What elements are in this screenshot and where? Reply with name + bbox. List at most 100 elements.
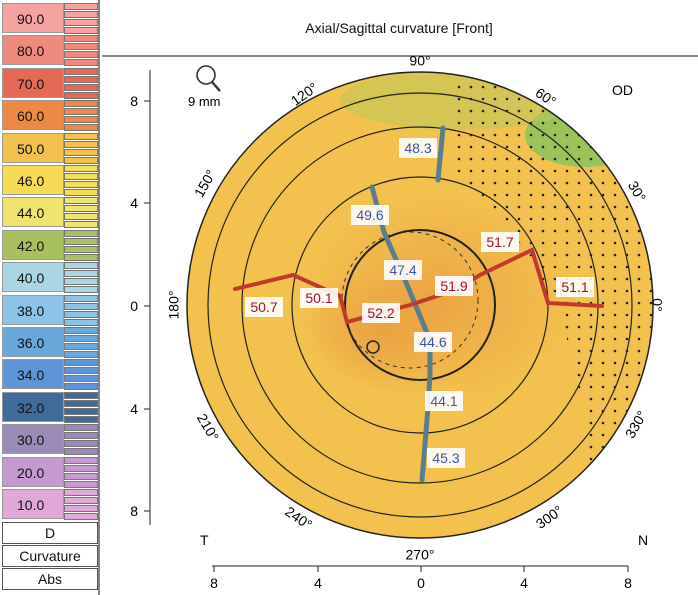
vertex-marker xyxy=(366,340,380,354)
scale-step: 30.0 xyxy=(2,424,64,455)
angle-label: 60° xyxy=(532,84,559,109)
x-tick-label: 0 xyxy=(417,575,425,591)
scale-tick xyxy=(64,513,98,520)
flat-meridian xyxy=(369,125,446,483)
scale-tick xyxy=(64,440,98,448)
scale-tick xyxy=(64,156,98,164)
scale-tick xyxy=(64,407,98,415)
scale-step: 60.0 xyxy=(2,100,64,131)
nasal-label: N xyxy=(638,532,648,548)
scale-tick xyxy=(64,245,98,253)
flat-reading: 47.4 xyxy=(389,262,416,278)
scale-tick xyxy=(64,43,98,51)
flat-reading: 45.3 xyxy=(432,450,459,466)
scale-step: 38.0 xyxy=(2,294,64,325)
flat-reading-box xyxy=(425,391,463,411)
flat-reading-box xyxy=(414,332,452,352)
x-tick-label: 8 xyxy=(210,575,218,591)
scale-tick xyxy=(64,367,98,375)
angle-label: 90° xyxy=(409,53,430,69)
flat-reading-box xyxy=(427,448,465,468)
steep-reading: 51.7 xyxy=(486,234,513,250)
scale-tick xyxy=(64,489,98,496)
y-axis-ticks: 8 4 0 4 8 xyxy=(130,93,150,519)
scale-abs-label: Abs xyxy=(2,568,98,590)
scale-step: 80.0 xyxy=(2,35,64,66)
scale-tick xyxy=(64,173,98,180)
x-axis-ticks: 8 4 0 4 8 xyxy=(210,566,632,591)
scale-tick xyxy=(64,140,98,148)
scale-tick xyxy=(64,116,98,124)
scale-step: 42.0 xyxy=(2,229,64,260)
scale-tick xyxy=(64,335,98,342)
scale-tick xyxy=(64,83,98,91)
scale-tick xyxy=(64,270,98,278)
scale-tick xyxy=(64,100,98,108)
scale-step: 10.0 xyxy=(2,489,64,519)
scale-tick xyxy=(64,375,98,383)
angle-label: 120° xyxy=(288,79,321,109)
scale-tick xyxy=(64,132,98,140)
scale-tick xyxy=(64,456,98,464)
scale-step: 36.0 xyxy=(2,327,64,357)
scale-tick xyxy=(64,286,98,294)
scale-tick xyxy=(64,310,98,318)
angle-label: 30° xyxy=(625,178,649,204)
scale-tick xyxy=(64,399,98,407)
scale-tick xyxy=(64,67,98,75)
scale-tick xyxy=(64,35,98,43)
x-tick-label: 4 xyxy=(520,575,528,591)
steep-reading: 50.1 xyxy=(305,290,332,306)
steep-reading-box xyxy=(245,297,283,317)
flat-zone xyxy=(525,103,645,167)
steep-reading-box xyxy=(300,288,338,308)
scale-tick xyxy=(64,59,98,67)
flat-reading-box xyxy=(351,205,389,225)
scale-tick xyxy=(64,148,98,156)
y-tick-label: 4 xyxy=(130,401,138,417)
steep-reading: 50.7 xyxy=(250,299,277,315)
scale-tick xyxy=(64,505,98,512)
scale-step: 40.0 xyxy=(2,262,64,293)
temporal-label: T xyxy=(200,532,209,548)
ring-mid xyxy=(241,126,599,484)
ring-inner xyxy=(291,176,549,434)
scale-tick xyxy=(64,91,98,99)
steep-reading: 52.2 xyxy=(367,305,394,321)
scale-step: 44.0 xyxy=(2,197,64,228)
scale-tick xyxy=(64,294,98,302)
y-tick-label: 8 xyxy=(130,503,138,519)
angle-label: 0° xyxy=(649,298,665,311)
y-tick-label: 0 xyxy=(130,298,138,314)
steep-reading-box xyxy=(556,277,594,297)
scale-tick xyxy=(64,278,98,286)
scale-tick xyxy=(64,51,98,59)
scale-step: 46.0 xyxy=(2,165,64,195)
pupil-ring xyxy=(344,229,496,381)
x-tick-label: 8 xyxy=(624,575,632,591)
angle-label: 180° xyxy=(166,291,182,320)
cornea-disc xyxy=(187,72,653,538)
zoom-icon[interactable] xyxy=(196,65,221,92)
scale-tick xyxy=(64,11,98,18)
angle-label: 330° xyxy=(622,408,650,441)
scale-tick xyxy=(64,205,98,213)
scale-tick xyxy=(64,229,98,237)
scale-tick xyxy=(64,318,98,326)
scale-tick xyxy=(64,237,98,245)
scale-tick xyxy=(64,197,98,205)
flat-reading: 49.6 xyxy=(356,207,383,223)
curvature-readings: 48.3 49.6 47.4 44.6 44.1 45.3 51.7 51.9 52.2 50.7… xyxy=(245,138,594,468)
zoom-label: 9 mm xyxy=(188,94,221,109)
scale-tick xyxy=(64,464,98,472)
steep-reading-box xyxy=(435,276,473,296)
angle-label: 300° xyxy=(533,502,566,532)
scale-tick xyxy=(64,262,98,270)
scale-step: 34.0 xyxy=(2,359,64,390)
steep-reading: 51.1 xyxy=(561,279,588,295)
scale-unit-label: D xyxy=(2,522,98,544)
scale-tick xyxy=(64,213,98,221)
scale-tick xyxy=(64,351,98,358)
scale-tick xyxy=(64,19,98,26)
